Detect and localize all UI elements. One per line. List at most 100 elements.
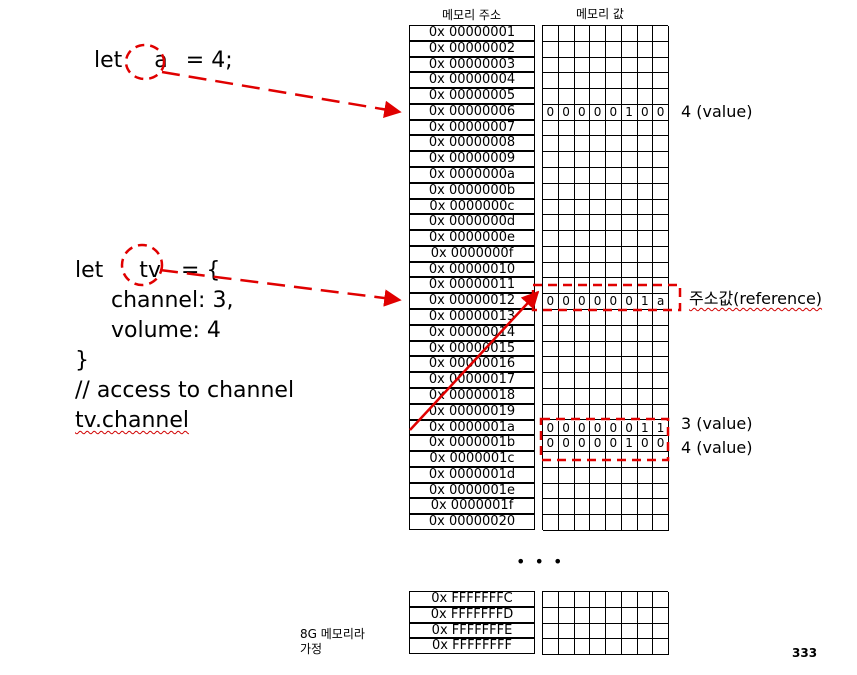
memory-bit-cell	[621, 623, 638, 640]
address-cell: 0x 0000001f	[409, 498, 535, 515]
memory-bit-cell	[653, 483, 669, 500]
memory-bit-cell	[574, 467, 591, 484]
label-reference-text: 주소값(reference)	[689, 289, 823, 308]
arrow-a-to-memory	[161, 70, 402, 119]
memory-bit-cell	[621, 152, 638, 168]
memory-bit-cell	[558, 592, 575, 608]
memory-bit-cell	[653, 341, 669, 358]
memory-bit-cell	[621, 467, 638, 484]
memory-bit-cell	[621, 404, 638, 421]
memory-bit-cell	[621, 262, 638, 279]
page-number: 333	[792, 646, 818, 660]
address-cell: 0x 0000000a	[409, 167, 535, 183]
memory-bit-cell	[606, 136, 622, 153]
memory-bit-cell	[637, 325, 654, 342]
memory-bit-cell	[574, 120, 591, 137]
memory-bit-cell	[590, 467, 606, 484]
memory-bit-cell	[590, 592, 606, 608]
memory-bit-cell	[653, 467, 669, 484]
memory-bit-cell	[590, 388, 606, 405]
address-cell: 0x 00000002	[409, 40, 535, 57]
address-cell: 0x FFFFFFFE	[409, 622, 535, 639]
memory-bit-cell	[574, 499, 591, 516]
memory-bit-cell	[558, 499, 575, 516]
memory-bit-cell: 0	[574, 420, 591, 437]
memory-bit-cell	[590, 278, 606, 295]
value-grid-bottom	[542, 591, 669, 656]
address-cell: 0x 00000018	[409, 387, 535, 404]
label-value-volume: 4 (value)	[681, 438, 753, 457]
memory-bit-cell	[653, 404, 669, 421]
memory-bit-cell	[621, 341, 638, 358]
address-cell: 0x 00000005	[409, 88, 535, 104]
memory-bit-cell	[606, 483, 622, 500]
memory-bit-cell	[606, 623, 622, 640]
memory-bit-cell	[590, 89, 606, 105]
keyword-let: let	[94, 48, 123, 73]
memory-bit-cell	[637, 73, 654, 90]
address-cell: 0x 00000019	[409, 403, 535, 420]
memory-bit-cell	[590, 168, 606, 184]
memory-bit-cell	[606, 639, 622, 656]
variable-tv: tv	[139, 258, 161, 283]
memory-bit-cell: 0	[637, 104, 654, 121]
memory-bit-cell	[621, 499, 638, 516]
memory-bit-cell	[574, 152, 591, 168]
memory-bit-cell	[621, 199, 638, 216]
memory-bit-cell	[637, 452, 654, 468]
memory-bit-cell: 0	[590, 436, 606, 453]
memory-bit-cell	[543, 278, 559, 295]
address-cell: 0x 0000001d	[409, 466, 535, 483]
memory-bit-cell	[558, 199, 575, 216]
memory-bit-cell	[543, 231, 559, 247]
address-cell: 0x 00000003	[409, 56, 535, 73]
memory-bit-cell	[637, 89, 654, 105]
address-cell: 0x 00000014	[409, 324, 535, 341]
memory-bit-cell	[543, 41, 559, 58]
memory-bit-cell	[574, 73, 591, 90]
keyword-let: let	[75, 258, 104, 283]
memory-bit-cell	[653, 168, 669, 184]
memory-bit-cell	[590, 136, 606, 153]
memory-bit-cell	[606, 607, 622, 624]
memory-bit-cell	[590, 483, 606, 500]
address-cell: 0x 00000011	[409, 277, 535, 294]
address-cell: 0x 0000000f	[409, 245, 535, 262]
memory-bit-cell	[558, 183, 575, 200]
address-column-header: 메모리 주소	[442, 8, 502, 22]
memory-bit-cell	[621, 183, 638, 200]
memory-bit-cell	[543, 499, 559, 516]
footnote-line2: 가정	[300, 642, 323, 656]
memory-bit-cell	[574, 623, 591, 640]
memory-bit-cell	[606, 278, 622, 295]
memory-bit-cell	[637, 152, 654, 168]
memory-bit-cell: 0	[590, 294, 606, 311]
memory-bit-cell	[558, 57, 575, 74]
memory-bit-cell: a	[653, 294, 669, 311]
memory-bit-cell	[543, 199, 559, 216]
address-cell: 0x 00000008	[409, 135, 535, 152]
memory-bit-cell	[637, 607, 654, 624]
code-volume-line: volume: 4	[111, 318, 221, 343]
memory-bit-cell	[637, 483, 654, 500]
memory-bit-cell	[543, 607, 559, 624]
memory-bit-cell	[574, 404, 591, 421]
memory-bit-cell	[590, 373, 606, 389]
memory-bit-cell	[543, 325, 559, 342]
memory-bit-cell	[590, 639, 606, 656]
memory-bit-cell	[653, 499, 669, 516]
memory-bit-cell	[590, 623, 606, 640]
label-reference: 주소값(reference)	[689, 285, 822, 309]
assignment-tv: = {	[180, 258, 221, 283]
memory-bit-cell	[637, 310, 654, 326]
memory-bit-cell	[558, 152, 575, 168]
memory-bit-cell	[574, 168, 591, 184]
memory-bit-cell	[574, 231, 591, 247]
memory-bit-cell: 0	[621, 294, 638, 311]
memory-bit-cell	[653, 136, 669, 153]
memory-bit-cell	[558, 325, 575, 342]
memory-bit-cell	[590, 262, 606, 279]
memory-bit-cell	[621, 231, 638, 247]
memory-bit-cell	[590, 120, 606, 137]
memory-bit-cell	[543, 452, 559, 468]
